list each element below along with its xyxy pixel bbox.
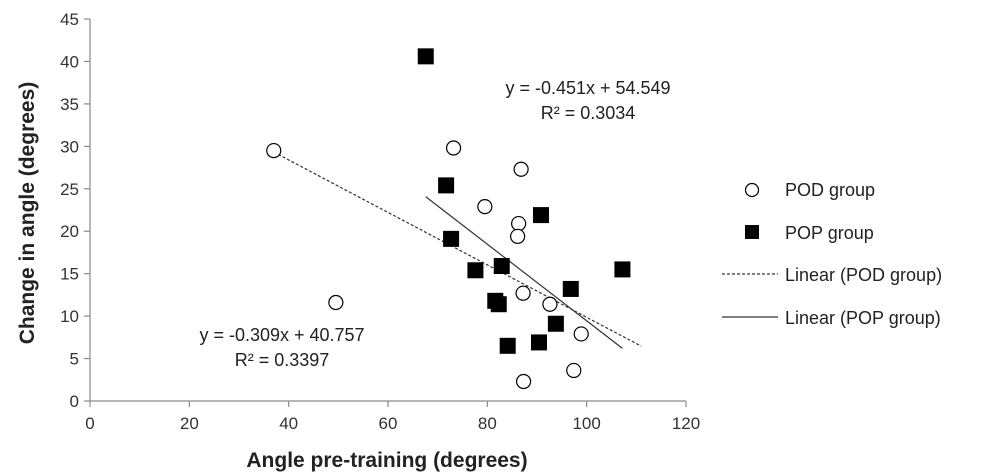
y-tick-label: 25: [60, 180, 79, 199]
pod-data-point: [573, 326, 589, 342]
legend-pop-trend-label: Linear (POP group): [785, 308, 941, 328]
y-axis-title: Change in angle (degrees): [16, 82, 39, 345]
y-tick-label: 10: [60, 307, 79, 326]
pop-data-point: [547, 315, 564, 332]
legend: POD group POP group Linear (POD group) L…: [722, 180, 942, 328]
pod-equation: y = -0.309x + 40.757: [199, 325, 364, 345]
pod-data-point: [515, 285, 531, 301]
pod-data-point: [328, 294, 344, 311]
x-tick-label: 0: [85, 414, 94, 433]
y-tick-label: 45: [60, 10, 79, 29]
pop-trendline: [425, 196, 623, 349]
pod-data-point: [445, 140, 462, 156]
x-tick-label: 100: [572, 414, 600, 433]
pop-r2: R² = 0.3034: [541, 103, 636, 123]
x-tick-label: 40: [279, 414, 298, 433]
pop-data-point: [438, 177, 455, 194]
pop-data-point: [443, 230, 460, 247]
pod-data-point: [542, 296, 558, 312]
pod-data-point: [513, 161, 529, 177]
data-points: [266, 48, 631, 390]
x-tick-label: 60: [379, 414, 398, 433]
legend-pod-marker: [744, 182, 760, 198]
pop-data-point: [532, 207, 549, 224]
legend-pod-label: POD group: [785, 180, 875, 200]
y-tick-label: 35: [60, 95, 79, 114]
pod-data-point: [266, 142, 282, 159]
x-tick-label: 80: [478, 414, 497, 433]
x-axis-title: Angle pre-training (degrees): [246, 449, 527, 472]
x-tick-label: 20: [180, 414, 199, 433]
pop-data-point: [493, 258, 510, 275]
y-tick-label: 0: [70, 392, 79, 411]
legend-pod-trend-label: Linear (POD group): [785, 265, 942, 285]
y-tick-label: 40: [60, 52, 79, 71]
pop-data-point: [614, 261, 631, 278]
y-tick-label: 5: [70, 350, 79, 369]
pod-data-point: [510, 228, 526, 244]
pop-data-point: [417, 48, 434, 65]
legend-pop-marker: [745, 225, 759, 239]
pop-data-point: [467, 262, 484, 279]
y-tick-label: 20: [60, 222, 79, 241]
pop-equation: y = -0.451x + 54.549: [505, 78, 670, 98]
pod-r2: R² = 0.3397: [235, 350, 330, 370]
pod-trendline: [273, 151, 642, 347]
pop-data-point: [562, 280, 579, 297]
y-tick-label: 15: [60, 265, 79, 284]
pop-data-point: [490, 296, 507, 313]
y-tick-label: 30: [60, 137, 79, 156]
pop-data-point: [499, 337, 516, 354]
legend-pop-label: POP group: [785, 223, 874, 243]
pod-data-point: [511, 215, 527, 232]
trendlines: [273, 151, 642, 349]
axes: 0 5 10 15 20 25 30 35 40 45 0 20 40 60 80 100 120: [60, 10, 700, 433]
pod-data-point: [515, 373, 532, 390]
pod-data-point: [566, 362, 582, 379]
pod-data-point: [477, 199, 493, 215]
pop-data-point: [530, 334, 547, 351]
x-tick-label: 120: [672, 414, 700, 433]
